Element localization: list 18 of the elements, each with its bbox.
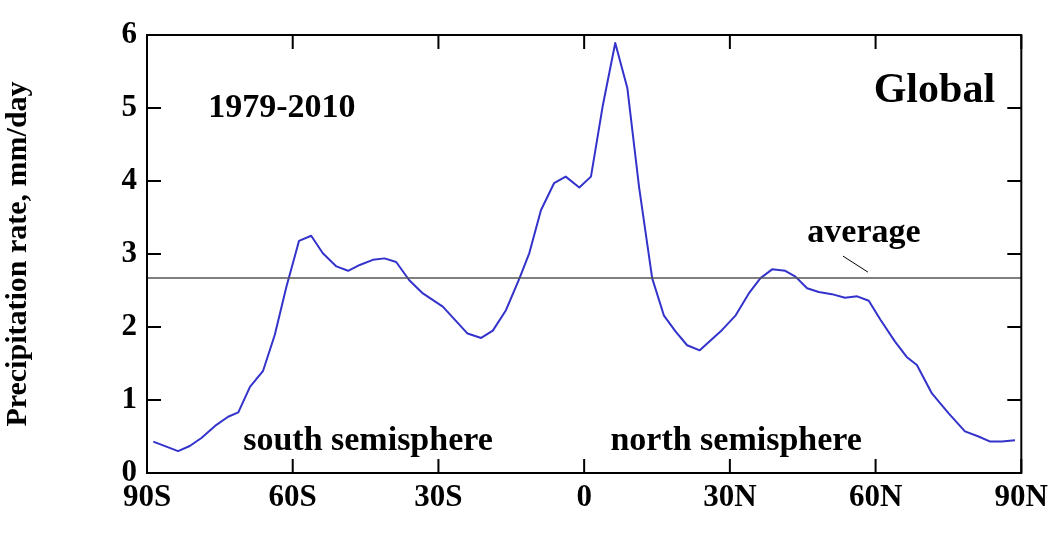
y-tick-label: 6	[121, 15, 137, 51]
x-tick-label: 60S	[268, 477, 317, 513]
y-tick-label: 1	[121, 380, 137, 416]
y-tick-label: 4	[121, 161, 137, 197]
x-tick-label: 60N	[848, 477, 903, 513]
y-tick-label: 3	[121, 234, 137, 270]
y-axis-title: Precipitation rate, mm/day	[0, 81, 32, 427]
x-tick-label: 30N	[703, 477, 757, 513]
y-tick-label: 2	[121, 307, 137, 343]
annotation: Global	[873, 65, 996, 112]
annotation: north semisphere	[610, 419, 862, 457]
x-tick-label: 90N	[994, 477, 1048, 513]
x-tick-label: 0	[576, 477, 592, 513]
ref-line-label: average	[807, 212, 921, 250]
annotation: south semisphere	[243, 419, 493, 457]
x-tick-label: 30S	[414, 477, 463, 513]
annotation: 1979-2010	[208, 86, 356, 124]
y-tick-label: 5	[121, 88, 137, 124]
